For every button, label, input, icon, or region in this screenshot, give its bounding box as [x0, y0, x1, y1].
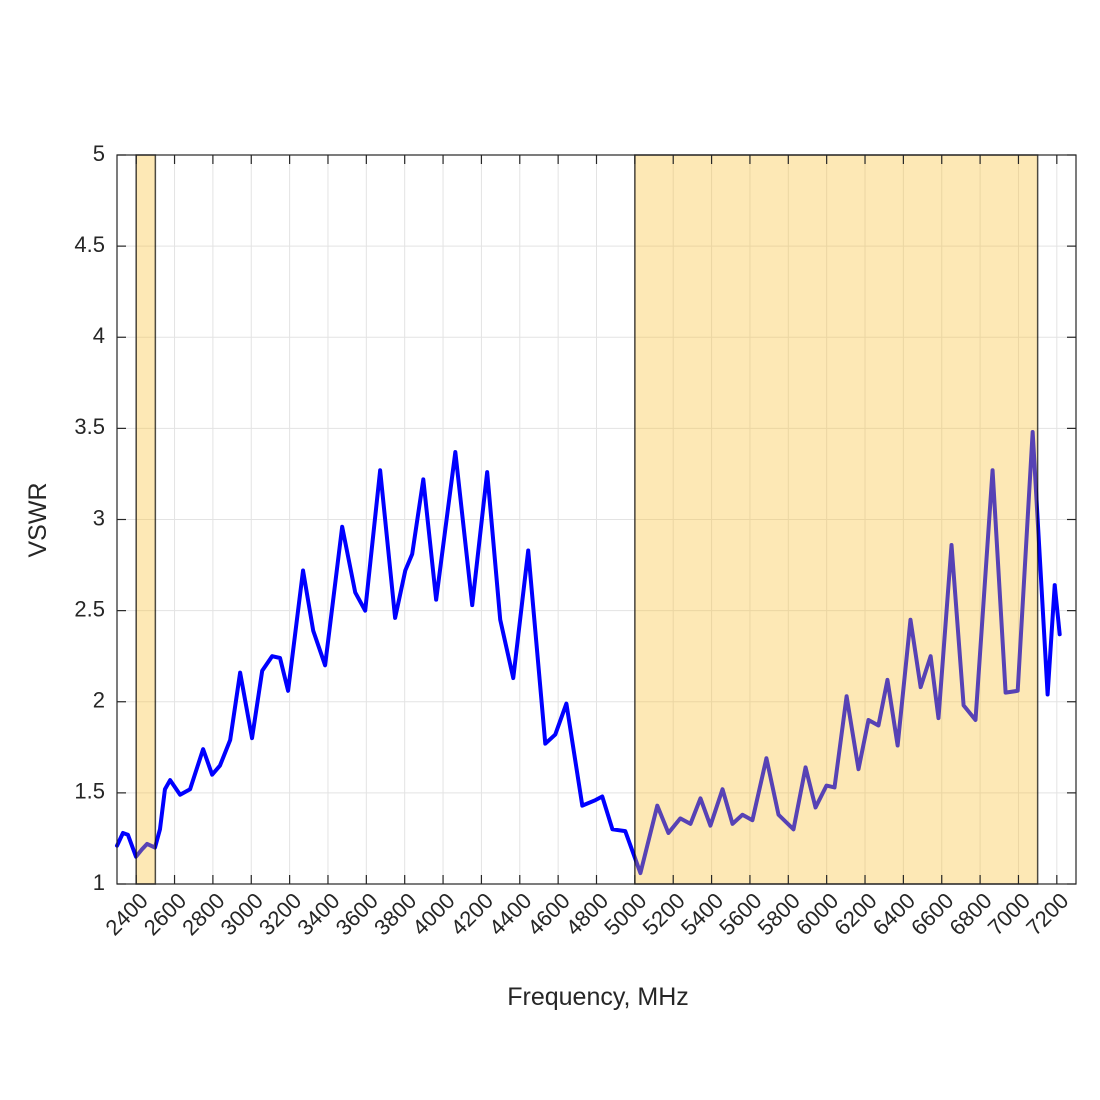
x-tick-label: 4800 — [561, 888, 613, 940]
shaded-band — [634, 154, 1039, 885]
x-tick-label: 6000 — [791, 888, 843, 940]
x-axis-label: Frequency, MHz — [507, 983, 689, 1011]
x-tick-label: 6800 — [944, 888, 996, 940]
x-tick-label: 6400 — [868, 888, 920, 940]
x-tick-label: 2800 — [177, 888, 229, 940]
x-tick-label: 2600 — [139, 888, 191, 940]
x-tick-label: 4600 — [522, 888, 574, 940]
x-tick-label: 4200 — [446, 888, 498, 940]
x-tick-label: 6200 — [829, 888, 881, 940]
x-tick-label: 3600 — [331, 888, 383, 940]
shaded-band — [135, 154, 157, 885]
x-tick-label: 3000 — [216, 888, 268, 940]
x-tick-label: 7200 — [1021, 888, 1073, 940]
x-tick-label: 2400 — [101, 888, 153, 940]
x-tick-label: 3400 — [292, 888, 344, 940]
x-tick-label: 6600 — [906, 888, 958, 940]
y-tick-label: 1.5 — [74, 779, 105, 804]
y-tick-label: 5 — [93, 141, 105, 166]
x-tick-label: 3800 — [369, 888, 421, 940]
data-line — [115, 430, 1062, 876]
x-tick-label: 5800 — [753, 888, 805, 940]
y-tick-label: 4 — [93, 323, 105, 348]
y-tick-label: 4.5 — [74, 232, 105, 257]
y-tick-label: 3 — [93, 505, 105, 530]
y-tick-label: 2.5 — [74, 596, 105, 621]
y-axis-label: VSWR — [24, 483, 52, 558]
x-tick-label: 5600 — [714, 888, 766, 940]
y-tick-label: 3.5 — [74, 414, 105, 439]
x-tick-label: 7000 — [983, 888, 1035, 940]
x-tick-label: 4000 — [407, 888, 459, 940]
y-tick-label: 1 — [93, 870, 105, 895]
x-tick-label: 4400 — [484, 888, 536, 940]
x-tick-label: 5200 — [638, 888, 690, 940]
x-tick-label: 5000 — [599, 888, 651, 940]
x-tick-label: 5400 — [676, 888, 728, 940]
y-tick-label: 2 — [93, 688, 105, 713]
x-tick-label: 3200 — [254, 888, 306, 940]
